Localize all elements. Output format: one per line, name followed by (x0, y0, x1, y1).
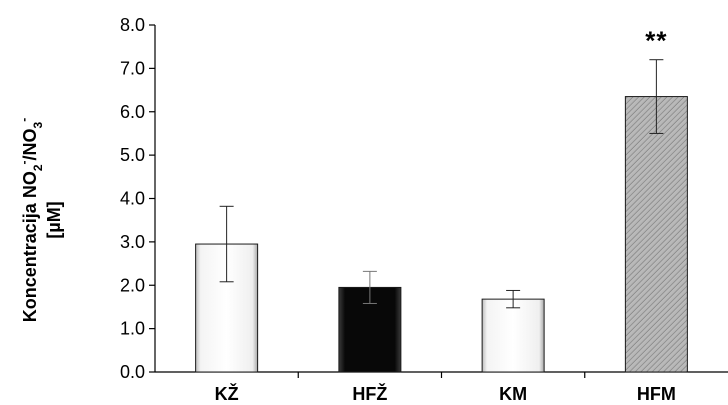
x-tick-label: KM (499, 384, 527, 404)
bar-3 (481, 298, 545, 373)
bar-4 (624, 96, 688, 373)
x-tick-labels: KŽ HFŽ KM HFM (215, 383, 676, 404)
y-axis-label-line2: [µM] (44, 201, 64, 238)
y-tick-label: 5.0 (120, 145, 145, 165)
x-tick-label: HFM (637, 384, 676, 404)
y-tick-label: 1.0 (120, 319, 145, 339)
y-axis-label-line1: Koncentracija NO2-/NO3- (17, 118, 45, 322)
x-tick-label: KŽ (215, 383, 239, 404)
error-bar-2 (362, 270, 377, 304)
error-bar-4 (649, 59, 664, 134)
y-tick-label: 6.0 (120, 102, 145, 122)
error-bar-3 (506, 289, 521, 309)
y-tick-label: 8.0 (120, 15, 145, 35)
bars (195, 96, 688, 373)
error-bars (219, 59, 664, 309)
y-axis-title: Koncentracija NO2-/NO3- [µM] (17, 118, 64, 322)
y-tick-label: 7.0 (120, 58, 145, 78)
significance-annotation: ** (645, 26, 667, 56)
y-tick-labels: 0.0 1.0 2.0 3.0 4.0 5.0 6.0 7.0 8.0 (120, 15, 145, 382)
y-tick-label: 4.0 (120, 189, 145, 209)
error-bar-1 (219, 205, 234, 283)
annotations: ** (645, 26, 667, 56)
y-tick-label: 3.0 (120, 232, 145, 252)
y-tick-label: 0.0 (120, 362, 145, 382)
y-tick-label: 2.0 (120, 275, 145, 295)
x-tick-label: HFŽ (352, 383, 387, 404)
